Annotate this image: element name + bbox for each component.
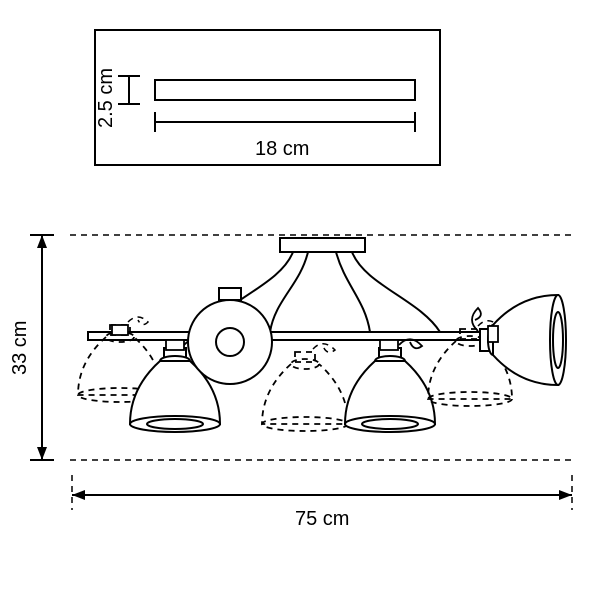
side-view-group: 33 cm 75 cm xyxy=(9,235,575,530)
horizontal-bar xyxy=(88,332,493,340)
mount-plate xyxy=(280,238,365,252)
top-height-dim: 2.5 cm xyxy=(95,68,140,128)
height-dim: 33 cm xyxy=(9,235,54,460)
top-inner-bar xyxy=(155,80,415,100)
diagram-container: 2.5 cm 18 cm 33 cm xyxy=(0,0,600,600)
width-label: 75 cm xyxy=(295,508,349,530)
height-label: 33 cm xyxy=(9,321,31,375)
shade-3-front xyxy=(188,288,272,384)
top-height-label: 2.5 cm xyxy=(95,68,117,128)
diagram-svg: 2.5 cm 18 cm 33 cm xyxy=(0,0,600,600)
top-width-label: 18 cm xyxy=(255,138,309,160)
shade-4-dashed xyxy=(262,344,348,431)
top-width-dim: 18 cm xyxy=(155,112,415,160)
top-view-group: 2.5 cm 18 cm xyxy=(95,30,440,165)
shade-7-side xyxy=(472,295,566,385)
shade-5 xyxy=(345,339,435,432)
width-dim: 75 cm xyxy=(72,475,572,530)
